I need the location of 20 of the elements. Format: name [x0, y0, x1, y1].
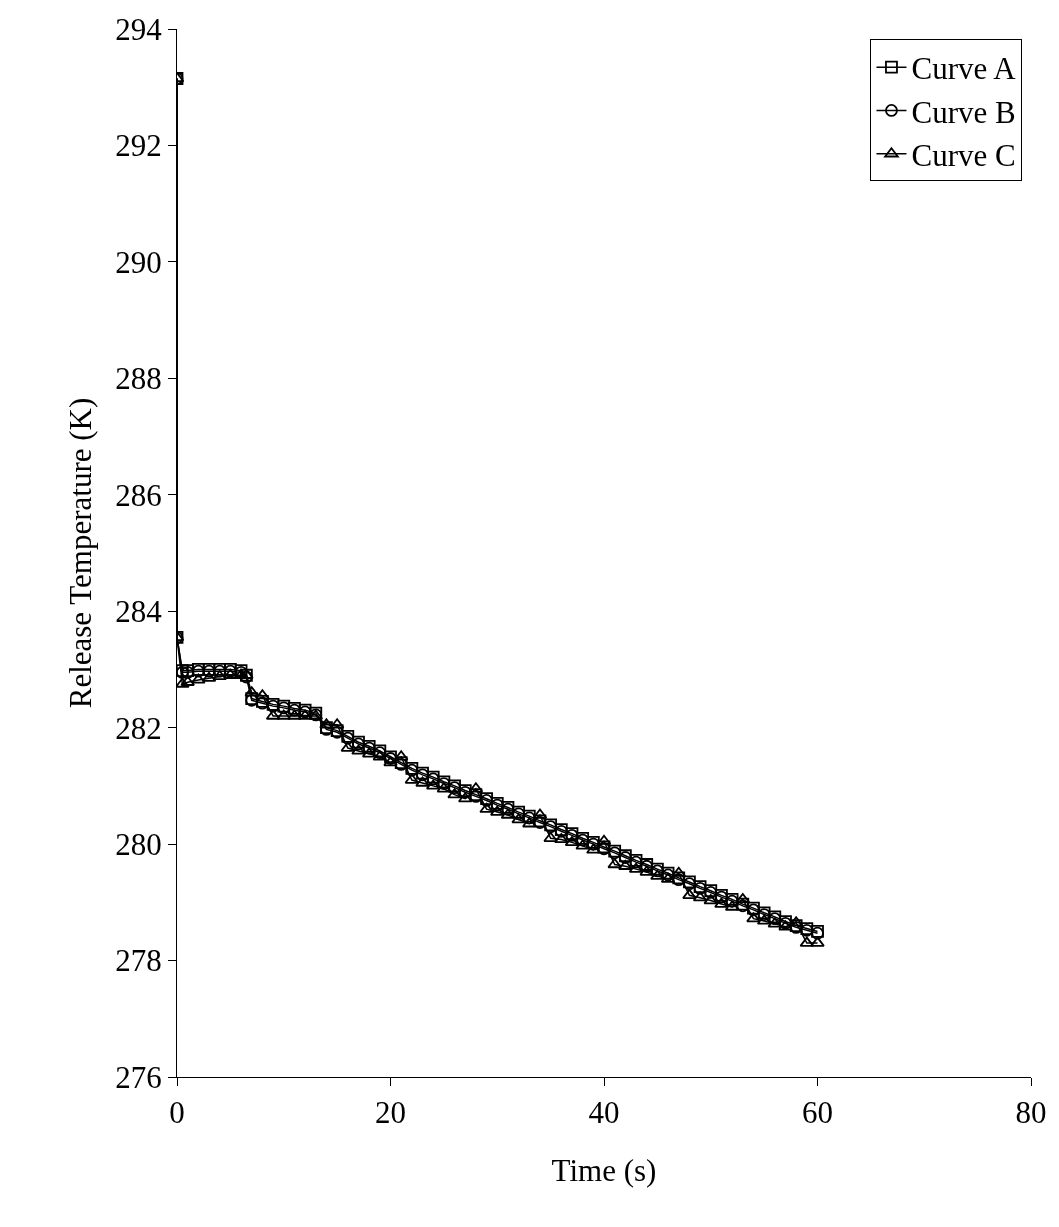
- y-tick-label: 294: [115, 11, 163, 47]
- y-tick-label: 284: [115, 594, 163, 630]
- y-tick-label: 286: [115, 477, 162, 513]
- x-tick-label: 0: [169, 1095, 185, 1131]
- x-axis-title: Time (s): [551, 1153, 657, 1189]
- y-tick-label: 288: [115, 361, 162, 397]
- y-tick-label: 292: [115, 128, 162, 164]
- y-tick-label: 282: [115, 710, 162, 746]
- x-tick-label: 40: [588, 1095, 620, 1131]
- y-tick-label: 278: [115, 943, 162, 979]
- y-tick-label: 276: [115, 1059, 162, 1095]
- legend-label: Curve B: [911, 94, 1016, 130]
- y-tick-label: 280: [115, 826, 162, 862]
- y-axis-title: Release Temperature (K): [62, 397, 98, 709]
- legend-label: Curve A: [911, 51, 1017, 87]
- x-tick-label: 80: [1015, 1095, 1047, 1131]
- x-tick-label: 60: [802, 1095, 833, 1131]
- legend-label: Curve C: [911, 137, 1016, 173]
- y-tick-label: 290: [115, 244, 162, 280]
- x-tick-label: 20: [375, 1095, 406, 1131]
